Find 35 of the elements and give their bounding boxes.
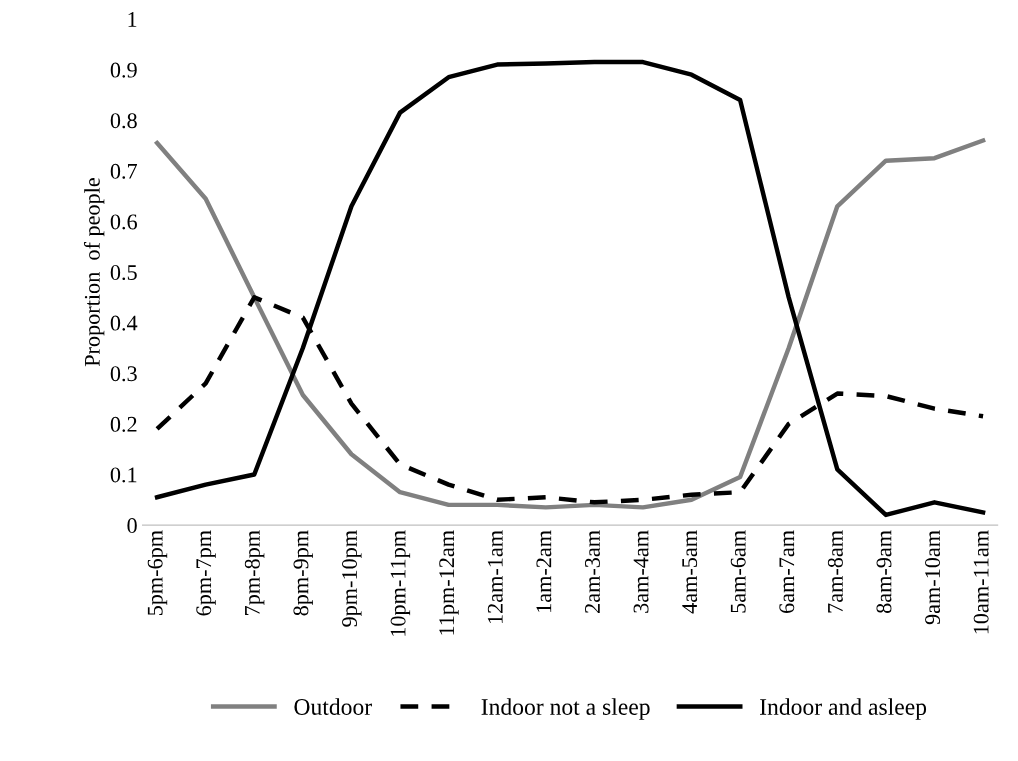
y-tick-label: 0.4 — [110, 315, 138, 331]
x-tick-label: 7pm-8pm — [244, 530, 265, 615]
x-tick-label: 5am-6am — [730, 530, 746, 613]
y-tick-label: 0.8 — [110, 113, 137, 129]
line-series — [154, 59, 986, 518]
x-tick-label: 3am-4am — [633, 530, 649, 613]
legend-label: Indoor not a sleep — [481, 698, 650, 720]
x-tick-label: 6pm-7pm — [196, 530, 216, 616]
x-tick-label: 8pm-9pm — [293, 530, 313, 616]
y-tick-label: 0.3 — [110, 366, 137, 382]
x-tick-label: 2am-3am — [585, 530, 600, 613]
x-tick-label: 11pm-12am — [439, 530, 459, 635]
y-tick-label: 0 — [127, 518, 137, 534]
y-tick-label: 1 — [128, 12, 137, 27]
y-tick-label: 0.9 — [110, 62, 137, 78]
x-tick-label: 7am-8am — [827, 530, 843, 613]
legend-label: Indoor and asleep — [760, 698, 927, 720]
x-tick-label: 12am-1am — [487, 530, 503, 624]
x-tick-label: 8am-9am — [876, 530, 892, 614]
x-tick-label: 1am-2am — [536, 530, 552, 612]
x-tick-label: 5pm-6pm — [147, 530, 168, 616]
x-tick-label: 10pm-11pm — [390, 530, 411, 636]
y-tick-label: 0.5 — [110, 264, 137, 281]
legend-label: Outdoor — [294, 698, 372, 715]
y-tick-label: 0.2 — [110, 416, 137, 432]
line-series — [154, 138, 986, 510]
y-axis-title: Proportion of people — [83, 178, 105, 367]
y-tick-label: 0.7 — [110, 163, 138, 179]
x-tick-label: 9pm-10pm — [342, 530, 362, 627]
x-tick-label: 10am-11am — [973, 530, 989, 634]
x-tick-label: 4am-5am — [682, 530, 698, 614]
x-tick-label: 6am-7am — [779, 530, 795, 613]
y-tick-label: 0.1 — [110, 467, 137, 483]
x-tick-label: 9am-10am — [925, 530, 941, 625]
y-tick-label: 0.6 — [110, 214, 137, 230]
